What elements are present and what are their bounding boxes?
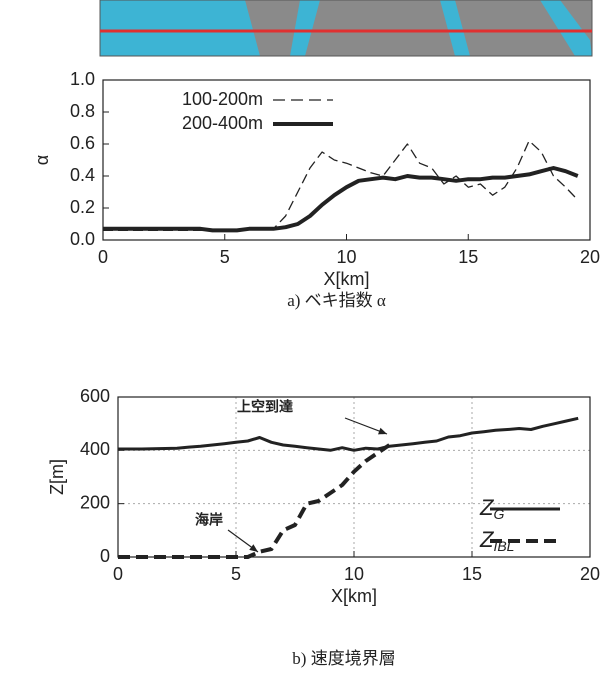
annotation-arrowhead (249, 544, 258, 552)
map-strip (100, 0, 592, 56)
y-tick-label: 0.2 (70, 197, 95, 217)
x-axis-label: X[km] (331, 586, 377, 606)
y-tick-label: 400 (80, 439, 110, 459)
x-axis-label: X[km] (323, 269, 369, 289)
y-tick-label: 0.0 (70, 229, 95, 249)
x-tick-label: 5 (220, 247, 230, 267)
y-tick-label: 1.0 (70, 69, 95, 89)
figure: 0.0 0.2 0.4 0.6 0.8 1.0 0 5 10 15 20 X[km] α a) ベキ指数 … (0, 0, 616, 682)
y-tick-label: 0 (100, 546, 110, 566)
legend-label: 200-400m (182, 113, 263, 133)
y-tick-label: 200 (80, 492, 110, 512)
annotation-arrowhead (378, 428, 387, 435)
x-tick-label: 15 (462, 564, 482, 584)
x-tick-label: 10 (336, 247, 356, 267)
x-tick-label: 0 (113, 564, 123, 584)
series-line (103, 141, 578, 231)
x-tick-label: 0 (98, 247, 108, 267)
x-tick-label: 20 (580, 564, 600, 584)
y-tick-label: 600 (80, 386, 110, 406)
y-axis-label: α (32, 155, 52, 165)
x-tick-label: 20 (580, 247, 600, 267)
plot-frame (103, 80, 590, 240)
y-tick-label: 0.6 (70, 133, 95, 153)
x-tick-label: 5 (231, 564, 241, 584)
annotation: 海岸 (195, 512, 223, 528)
y-tick-label: 0.8 (70, 101, 95, 121)
series-line (118, 418, 578, 450)
caption: a) ベキ指数 α (287, 291, 386, 310)
x-tick-label: 15 (458, 247, 478, 267)
x-tick-label: 10 (344, 564, 364, 584)
y-axis-label: Z[m] (47, 459, 67, 495)
series-line (118, 445, 389, 557)
y-tick-label: 0.4 (70, 165, 95, 185)
caption: b) 速度境界層 (292, 649, 395, 668)
annotation: 上空到達 (237, 399, 293, 415)
series-line (103, 168, 578, 230)
legend-label: 100-200m (182, 89, 263, 109)
